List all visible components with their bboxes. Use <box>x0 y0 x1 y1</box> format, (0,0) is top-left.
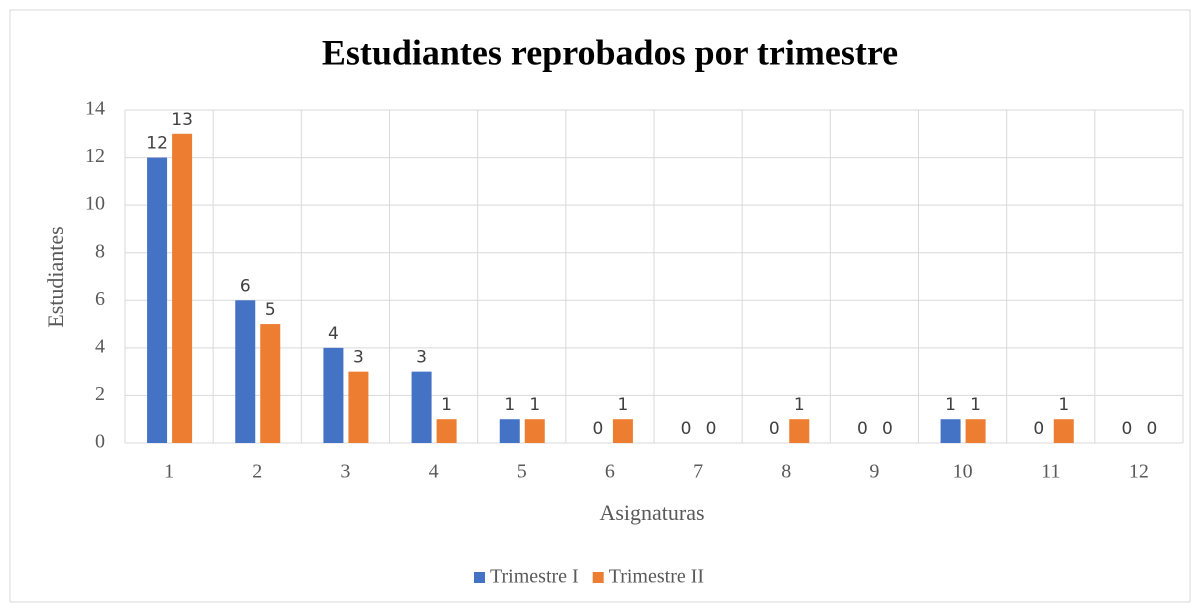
bar <box>499 419 520 443</box>
x-tick-label: 5 <box>517 461 527 483</box>
data-label: 0 <box>882 419 893 439</box>
x-tick-label: 2 <box>252 461 262 483</box>
data-label: 0 <box>706 419 717 439</box>
y-tick-label: 10 <box>85 193 105 215</box>
x-tick-label: 11 <box>1041 461 1060 483</box>
legend-swatch <box>474 572 485 583</box>
data-label: 12 <box>146 134 168 154</box>
data-label: 1 <box>794 395 805 415</box>
y-tick-label: 8 <box>95 240 105 262</box>
data-label: 0 <box>1147 419 1158 439</box>
bar <box>1053 419 1074 443</box>
bar <box>348 371 369 443</box>
x-tick-label: 4 <box>429 461 439 483</box>
y-tick-label: 14 <box>85 98 105 120</box>
bar <box>612 419 633 443</box>
data-label: 0 <box>1033 419 1044 439</box>
legend-swatch <box>592 572 604 583</box>
y-tick-label: 2 <box>95 383 105 405</box>
data-label: 3 <box>416 348 427 368</box>
data-label: 1 <box>504 395 515 415</box>
data-label: 0 <box>1122 419 1133 439</box>
bar <box>940 419 961 443</box>
x-tick-label: 10 <box>953 461 973 483</box>
bar <box>235 300 256 443</box>
x-tick-label: 7 <box>693 461 703 483</box>
y-tick-label: 4 <box>95 335 105 357</box>
x-tick-label: 12 <box>1129 461 1149 483</box>
data-label: 1 <box>945 395 956 415</box>
bar <box>147 157 168 444</box>
bar <box>965 419 986 443</box>
data-label: 5 <box>265 300 276 320</box>
chart-title: Estudiantes reprobados por trimestre <box>322 32 898 72</box>
x-tick-label: 9 <box>869 461 879 483</box>
legend-label: Trimestre II <box>609 566 704 588</box>
chart-border <box>9 9 1191 603</box>
x-tick-label: 8 <box>781 461 791 483</box>
bar <box>323 347 344 443</box>
x-tick-label: 1 <box>164 461 174 483</box>
data-label: 0 <box>857 419 868 439</box>
bar <box>411 371 432 443</box>
data-label: 3 <box>353 348 364 368</box>
data-label: 1 <box>618 395 629 415</box>
bar <box>789 419 810 443</box>
legend-label: Trimestre I <box>490 566 579 588</box>
data-label: 13 <box>171 110 193 130</box>
bar <box>172 133 193 444</box>
data-label: 1 <box>1058 395 1069 415</box>
data-label: 4 <box>328 324 339 344</box>
bar <box>260 324 281 443</box>
y-axis-label: Estudiantes <box>43 226 68 327</box>
x-axis-label: Asignaturas <box>599 500 704 525</box>
y-tick-label: 0 <box>95 431 105 453</box>
y-tick-label: 12 <box>85 145 105 167</box>
data-label: 0 <box>769 419 780 439</box>
x-tick-label: 3 <box>340 461 350 483</box>
bar <box>524 419 545 443</box>
y-tick-label: 6 <box>95 288 105 310</box>
data-label: 0 <box>681 419 692 439</box>
x-tick-label: 6 <box>605 461 615 483</box>
data-label: 1 <box>529 395 540 415</box>
data-label: 1 <box>970 395 981 415</box>
data-label: 6 <box>240 276 251 296</box>
data-label: 0 <box>593 419 604 439</box>
data-label: 1 <box>441 395 452 415</box>
bar <box>436 419 457 443</box>
